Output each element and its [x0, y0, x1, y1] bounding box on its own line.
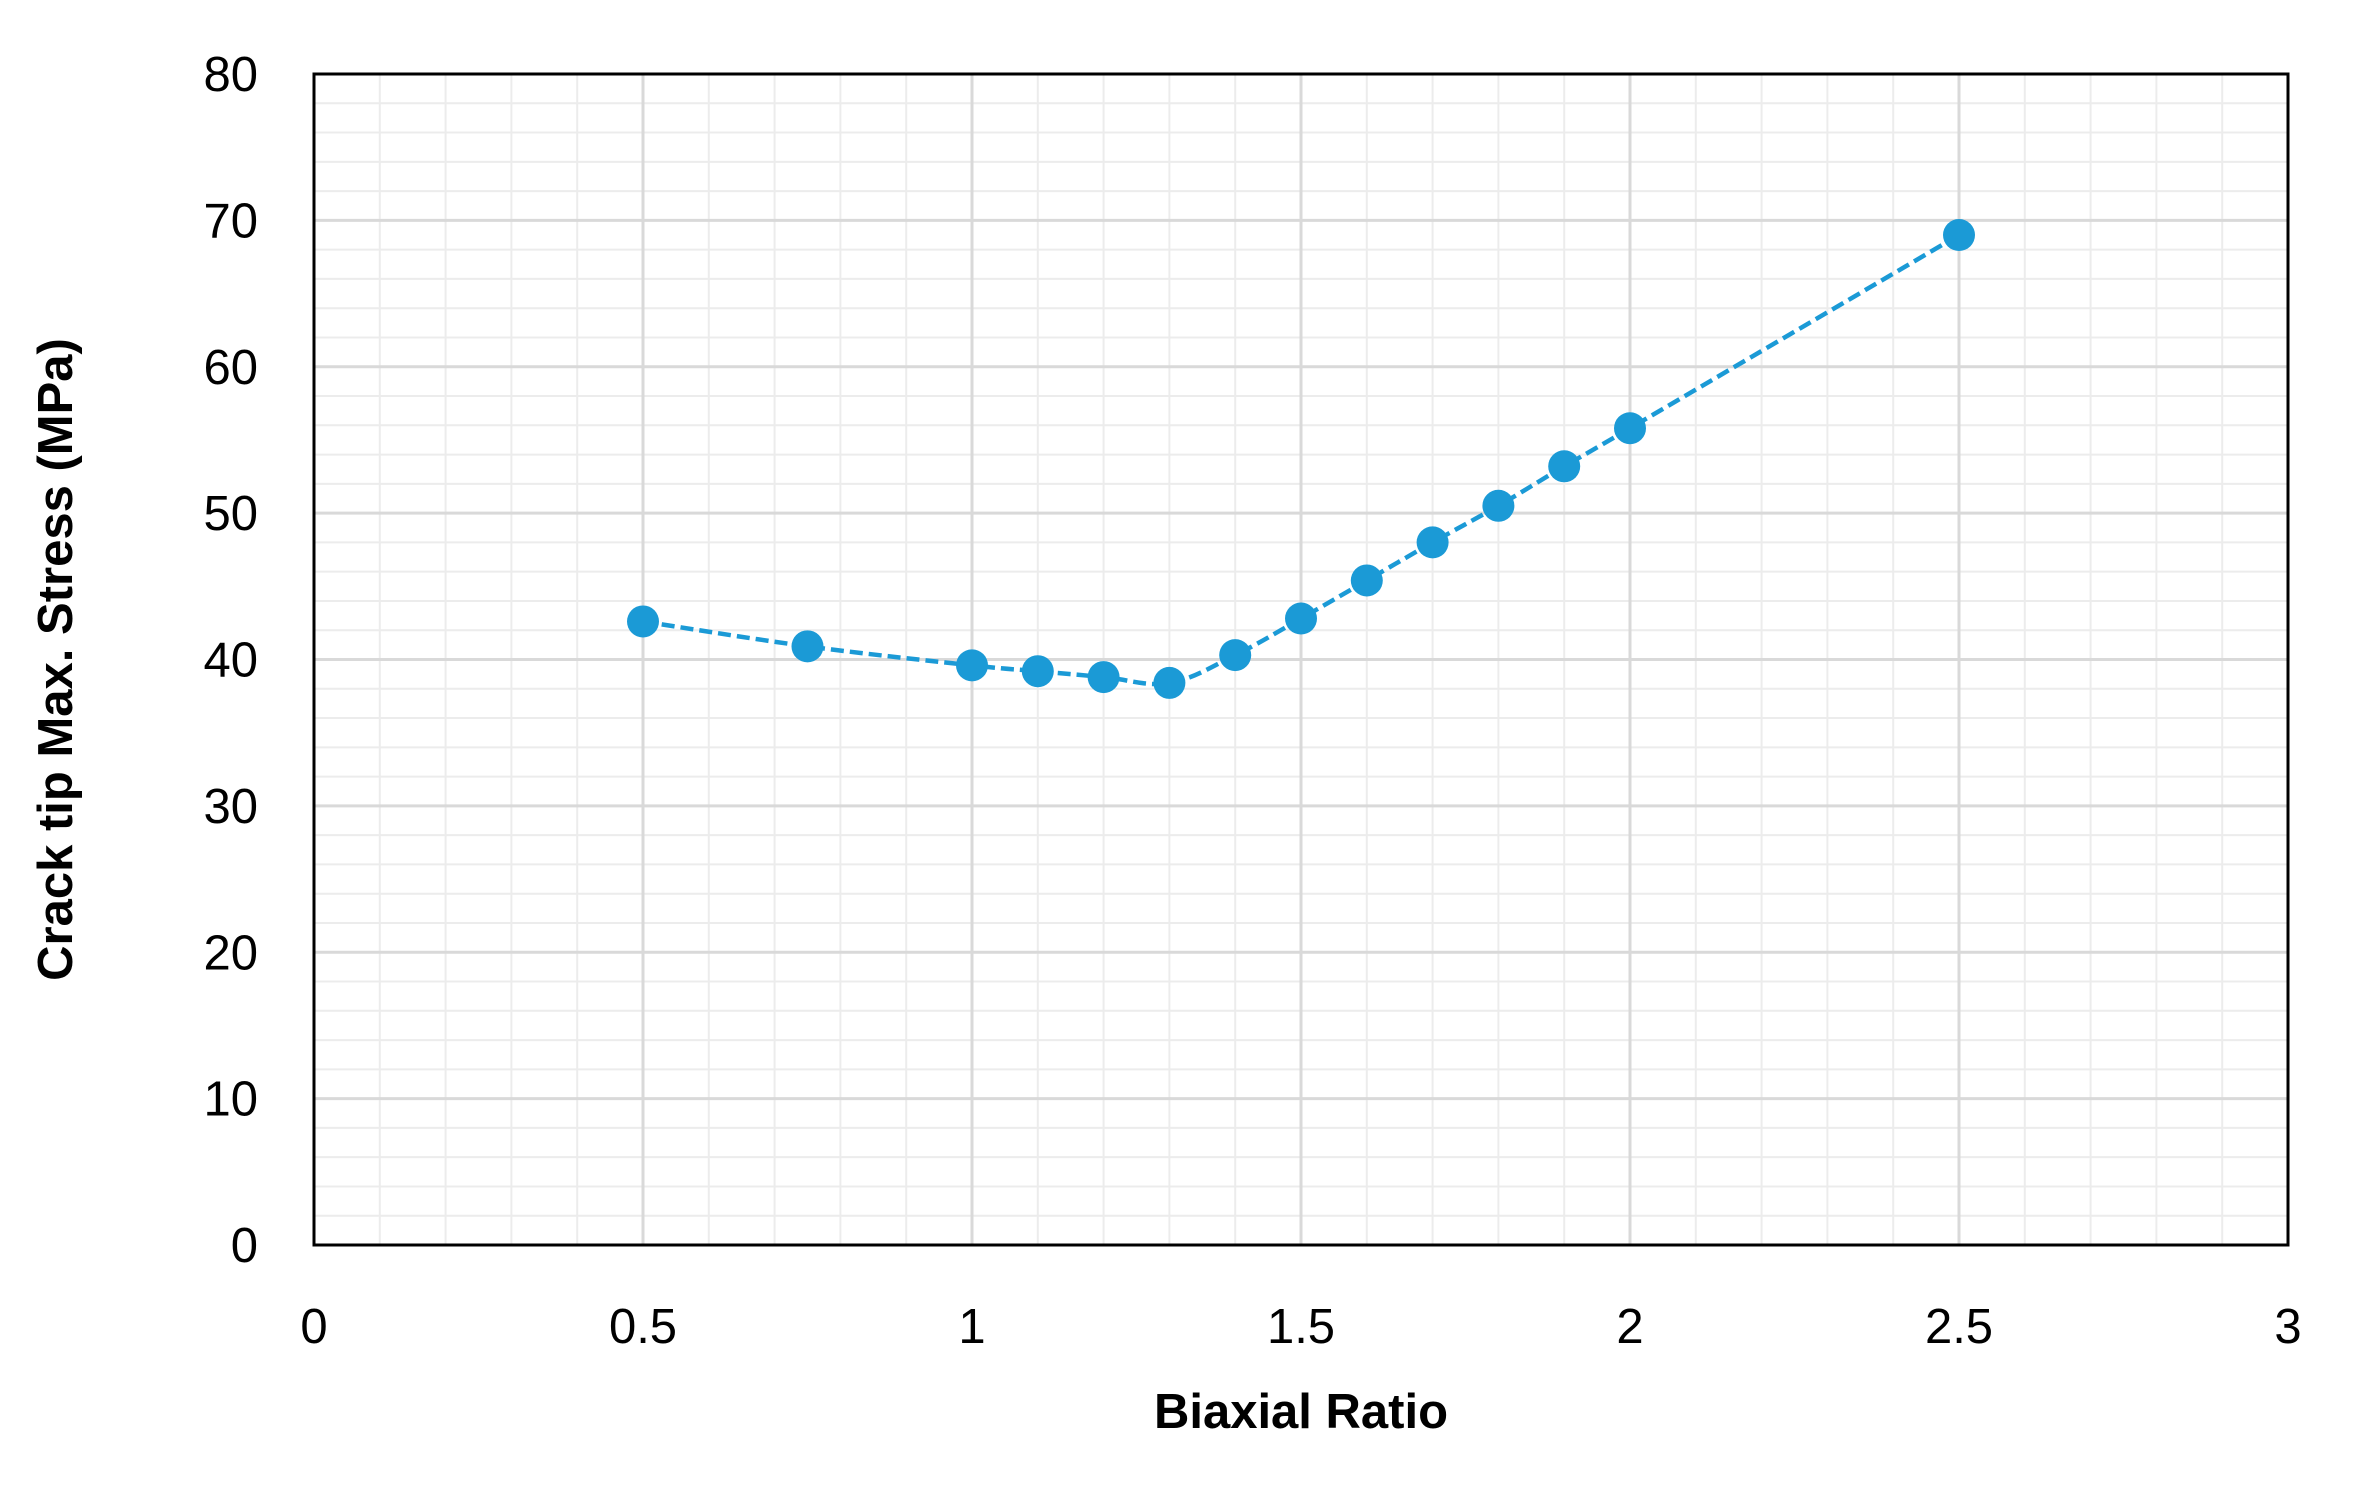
data-point [1548, 450, 1581, 483]
grid [312, 72, 2290, 1247]
data-point [956, 649, 988, 682]
data-point [1219, 639, 1252, 672]
x-axis-title: Biaxial Ratio [1154, 1385, 1448, 1439]
y-axis-title: Crack tip Max. Stress (MPa) [29, 338, 83, 981]
y-tick-label: 10 [203, 1073, 258, 1127]
data-points [627, 219, 1975, 699]
x-tick-label: 2.5 [1925, 1300, 1993, 1354]
data-point [791, 630, 824, 663]
y-tick-label: 60 [203, 341, 258, 395]
data-point [1350, 564, 1383, 597]
y-axis-ticks: 0 10 20 30 40 50 60 70 80 [203, 48, 258, 1273]
x-tick-label: 1 [958, 1300, 985, 1354]
x-axis-ticks: 0 0.5 1 1.5 2 2.5 3 [300, 1300, 2301, 1354]
x-tick-label: 1.5 [1267, 1300, 1335, 1354]
data-point [1943, 219, 1975, 252]
data-point [1614, 412, 1646, 445]
y-tick-label: 20 [203, 926, 258, 980]
data-point [1416, 526, 1449, 559]
data-point [1021, 655, 1054, 688]
x-tick-label: 2 [1616, 1300, 1643, 1354]
data-point [1482, 489, 1515, 522]
data-point [1153, 666, 1186, 699]
x-tick-label: 3 [2274, 1300, 2301, 1354]
y-tick-label: 70 [203, 194, 258, 248]
x-tick-label: 0.5 [609, 1300, 677, 1354]
y-tick-label: 0 [231, 1219, 258, 1273]
x-tick-label: 0 [300, 1300, 327, 1354]
data-point [1285, 602, 1317, 635]
data-point [1087, 661, 1120, 694]
y-tick-label: 80 [203, 48, 258, 102]
y-tick-label: 40 [203, 634, 258, 688]
y-tick-label: 50 [203, 487, 258, 541]
y-tick-label: 30 [203, 780, 258, 834]
plot-area-border [312, 72, 2290, 1247]
data-point [627, 605, 659, 638]
